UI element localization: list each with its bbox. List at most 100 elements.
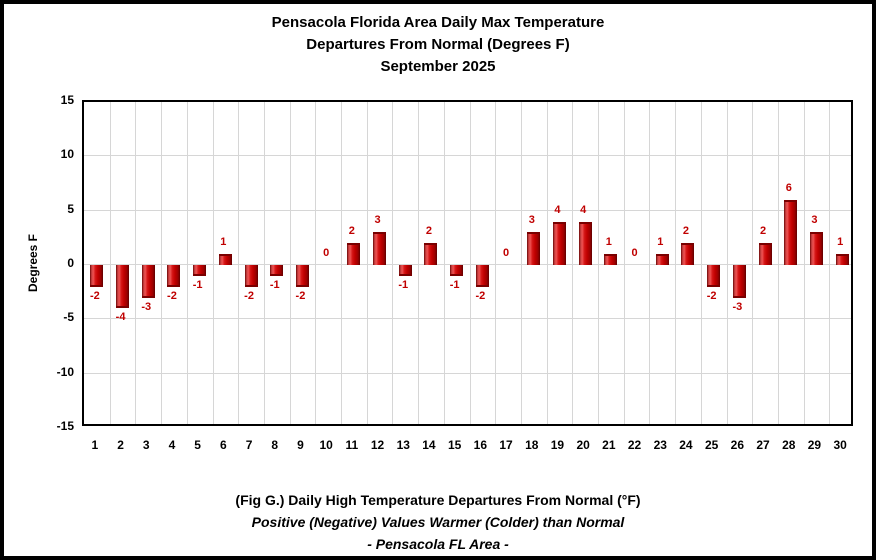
horizontal-gridline <box>84 155 851 157</box>
bar-value-label-day-23: 1 <box>657 236 664 249</box>
bar-value-label-day-11: 2 <box>348 225 355 238</box>
bar-value-label-day-8: -1 <box>269 278 280 291</box>
vertical-gridline <box>289 102 291 424</box>
bar-value-label-day-12: 3 <box>374 214 381 227</box>
x-tick-label: 22 <box>627 438 642 452</box>
x-tick-label: 16 <box>473 438 488 452</box>
y-tick-label: 10 <box>60 147 74 162</box>
bar-value-label-day-24: 2 <box>682 225 689 238</box>
bar-day-26 <box>732 265 746 298</box>
x-tick-label: 5 <box>194 438 201 452</box>
vertical-gridline <box>598 102 599 424</box>
chart-title-line2: Departures From Normal (Degrees F) <box>306 36 570 53</box>
vertical-gridline <box>675 102 677 424</box>
vertical-gridline <box>803 102 805 424</box>
bar-day-29 <box>809 232 823 265</box>
vertical-gridline <box>135 102 137 424</box>
bar-day-28 <box>784 199 798 265</box>
bar-value-label-day-16: -2 <box>475 289 486 302</box>
vertical-gridline <box>263 102 265 424</box>
bar-day-5 <box>193 265 207 276</box>
bar-value-label-day-20: 4 <box>580 203 587 216</box>
x-tick-label: 2 <box>117 438 124 452</box>
vertical-gridline <box>443 102 445 424</box>
vertical-gridline <box>238 102 240 424</box>
bar-value-label-day-13: -1 <box>398 278 409 291</box>
x-tick-label: 1 <box>91 438 99 452</box>
x-tick-label: 18 <box>525 438 539 452</box>
horizontal-gridline <box>84 209 851 211</box>
bar-value-label-day-21: 1 <box>605 236 612 249</box>
vertical-gridline <box>109 102 111 424</box>
bar-day-9 <box>295 265 309 287</box>
caption-line2: Positive (Negative) Values Warmer (Colde… <box>251 514 625 530</box>
bar-value-label-day-2: -4 <box>115 311 126 324</box>
bar-day-30 <box>835 254 849 265</box>
vertical-gridline <box>752 102 754 424</box>
chart-title-line3: September 2025 <box>380 58 496 75</box>
vertical-gridline <box>649 102 651 424</box>
x-tick-label: 9 <box>297 438 304 452</box>
x-tick-label: 21 <box>602 438 616 452</box>
bar-day-7 <box>244 265 258 287</box>
x-tick-label: 3 <box>142 438 150 452</box>
horizontal-gridline <box>84 372 851 374</box>
bar-day-13 <box>398 265 412 276</box>
x-tick-label: 26 <box>730 438 745 452</box>
vertical-gridline <box>186 102 188 424</box>
vertical-gridline <box>495 102 497 424</box>
bar-value-label-day-14: 2 <box>425 225 432 238</box>
bar-day-4 <box>167 265 181 287</box>
bar-value-label-day-30: 1 <box>837 236 844 249</box>
bar-value-label-day-26: -3 <box>732 300 743 313</box>
x-tick-label: 8 <box>271 438 279 452</box>
bar-value-label-day-22: 0 <box>631 247 638 259</box>
bar-day-23 <box>655 254 669 265</box>
x-tick-label: 19 <box>550 438 565 452</box>
bar-day-11 <box>347 243 361 265</box>
bar-value-label-day-7: -2 <box>244 289 254 302</box>
bar-day-2 <box>116 265 130 309</box>
bar-day-14 <box>424 243 438 265</box>
x-tick-label: 14 <box>422 438 436 452</box>
x-tick-label: 24 <box>679 438 693 452</box>
bar-value-label-day-10: 0 <box>323 247 330 259</box>
figure-caption: (Fig G.) Daily High Temperature Departur… <box>0 489 876 555</box>
y-tick-label: 0 <box>67 256 74 270</box>
bar-day-24 <box>681 243 695 265</box>
vertical-gridline <box>726 102 728 424</box>
vertical-gridline <box>777 102 779 424</box>
caption-line1: (Fig G.) Daily High Temperature Departur… <box>235 492 641 508</box>
bar-day-18 <box>527 232 541 265</box>
vertical-gridline <box>546 102 548 424</box>
y-tick-label: -10 <box>56 364 74 379</box>
bar-day-15 <box>450 265 464 276</box>
x-tick-label: 30 <box>833 438 847 452</box>
bar-day-8 <box>270 265 284 276</box>
bar-value-label-day-15: -1 <box>449 278 460 291</box>
x-tick-label: 7 <box>245 438 253 452</box>
plot-area <box>82 100 853 426</box>
bar-day-6 <box>218 254 232 265</box>
vertical-gridline <box>700 102 702 424</box>
x-tick-label: 23 <box>653 438 667 452</box>
bar-day-27 <box>758 243 772 265</box>
x-tick-label: 15 <box>447 438 462 452</box>
x-tick-label: 11 <box>345 438 359 452</box>
bar-value-label-day-9: -2 <box>295 289 306 302</box>
bar-day-3 <box>141 265 155 298</box>
y-tick-label: 5 <box>67 201 74 216</box>
x-tick-label: 13 <box>396 438 410 452</box>
vertical-gridline <box>392 102 394 424</box>
bar-day-21 <box>604 254 618 265</box>
vertical-gridline <box>161 102 163 424</box>
bar-day-25 <box>707 265 721 287</box>
chart-title-line1: Pensacola Florida Area Daily Max Tempera… <box>271 14 605 31</box>
x-tick-label: 6 <box>220 438 227 452</box>
caption-line3: - Pensacola FL Area - <box>367 536 509 552</box>
x-tick-label: 27 <box>756 438 770 452</box>
bar-value-label-day-17: 0 <box>502 247 510 259</box>
bar-value-label-day-3: -3 <box>141 300 152 313</box>
vertical-gridline <box>572 102 574 424</box>
